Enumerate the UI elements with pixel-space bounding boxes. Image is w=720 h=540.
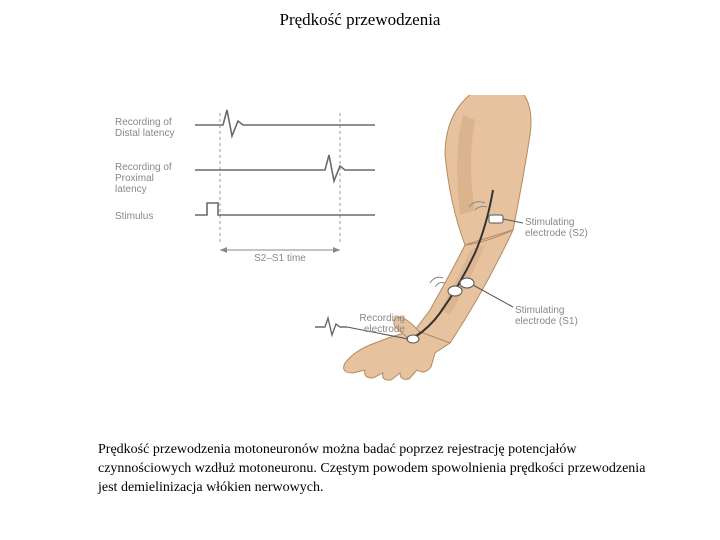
label-distal-latency: Recording ofDistal latency xyxy=(115,117,187,139)
diagram-svg xyxy=(115,95,615,390)
label-recording-electrode: Recordingelectrode xyxy=(335,313,405,335)
label-stim-s2: Stimulatingelectrode (S2) xyxy=(525,217,605,239)
label-stim-s1: Stimulatingelectrode (S1) xyxy=(515,305,595,327)
page-title: Prędkość przewodzenia xyxy=(0,10,720,30)
label-proximal-latency: Recording ofProximal latency xyxy=(115,162,187,195)
body-paragraph: Prędkość przewodzenia motoneuronów można… xyxy=(98,441,658,498)
label-stimulus: Stimulus xyxy=(115,211,187,222)
label-time-axis: S2–S1 time xyxy=(245,253,315,264)
nerve-conduction-diagram: Recording ofDistal latency Recording ofP… xyxy=(115,95,615,390)
